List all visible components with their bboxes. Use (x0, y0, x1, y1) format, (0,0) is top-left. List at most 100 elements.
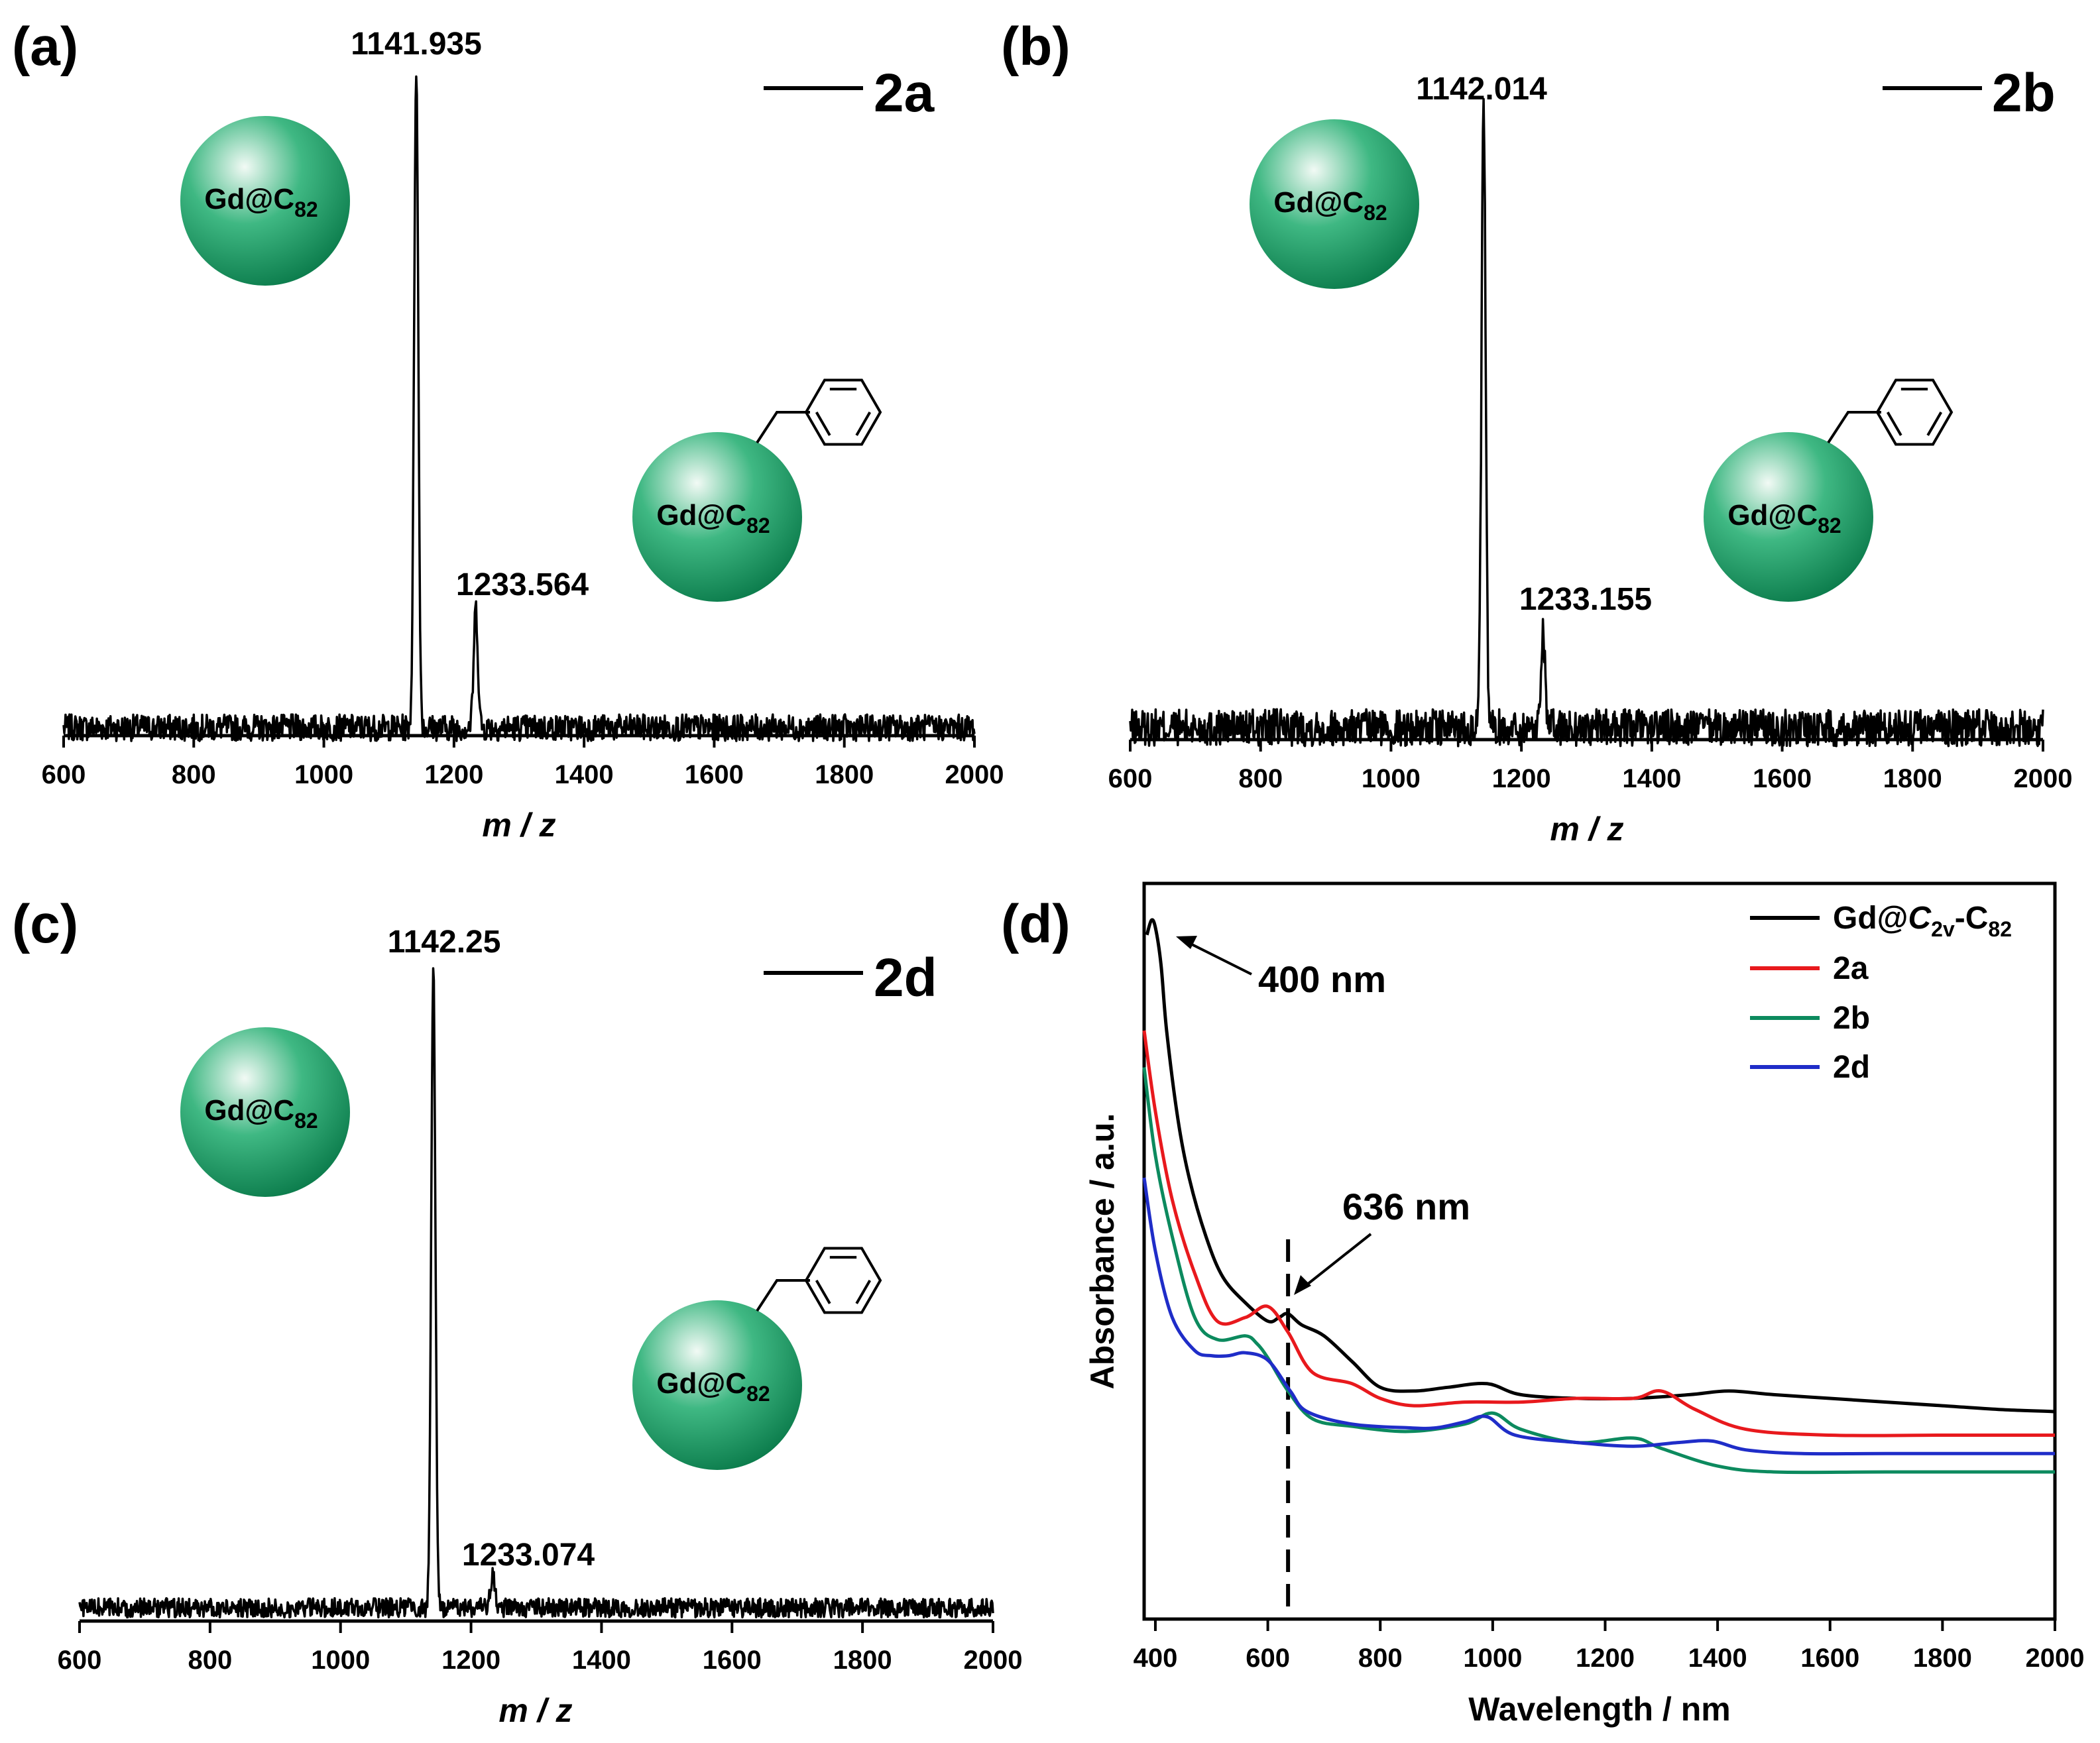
x-tick-label: 1400 (1688, 1644, 1747, 1673)
x-tick-label: 1600 (1800, 1644, 1859, 1673)
x-tick-label: 1600 (685, 760, 744, 789)
peak-label-c-1: 1142.25 (388, 925, 501, 960)
panel-d: (d) 400 600 800 1000 1200 1400 1600 1800 2000 Wa… (1001, 881, 2085, 1728)
x-tick-label: 1200 (441, 1646, 500, 1675)
x-ticks-c: 600 800 1000 1200 1400 1600 1800 2000 (58, 1621, 1023, 1675)
x-tick-label: 1800 (1913, 1644, 1972, 1673)
benzene-ring (804, 1247, 882, 1314)
x-tick-label: 1600 (703, 1646, 762, 1675)
panel-label-c: (c) (12, 894, 78, 954)
x-tick-label: 2000 (2026, 1644, 2085, 1673)
benzyl-linker (756, 411, 810, 444)
x-tick-label: 800 (172, 760, 216, 789)
legend-label-2a: 2a (1833, 951, 1869, 986)
x-tick-label: 800 (1358, 1644, 1403, 1673)
peak-label-c-2: 1233.074 (462, 1538, 595, 1573)
x-tick-label: 600 (1108, 764, 1153, 793)
x-ticks-d: 400 600 800 1000 1200 1400 1600 1800 2000 (1134, 1619, 2085, 1673)
peak-label-a-1: 1141.935 (351, 27, 482, 62)
series-2d (1142, 1177, 2055, 1456)
fullerene-label: Gd@C82 (656, 499, 770, 537)
legend-label-b: 2b (1992, 63, 2056, 123)
legend-label-c: 2d (874, 948, 937, 1008)
peak-label-a-2: 1233.564 (456, 567, 589, 602)
panel-label-a: (a) (12, 17, 78, 77)
gd-c82-benzyl-sphere-b2: Gd@C82 (1704, 378, 1954, 602)
fullerene-sphere (632, 432, 802, 602)
ms-trace-c (78, 967, 994, 1619)
x-tick-label: 600 (42, 760, 86, 789)
uv-vis-series (1142, 918, 2056, 1475)
annotation-400nm: 400 nm (1258, 958, 1386, 1000)
x-tick-label: 800 (188, 1646, 232, 1675)
annotation-arrow-400nm (1182, 938, 1252, 976)
panel-c: (c) 600 800 1000 1200 1400 1600 1800 2000 1142.… (12, 894, 1022, 1729)
x-tick-label: 1400 (555, 760, 614, 789)
panel-a: (a) 600 800 1000 1200 1400 1600 1800 2000 1141.… (12, 17, 1004, 844)
fullerene-label: Gd@C82 (1273, 186, 1387, 225)
x-tick-label: 2000 (964, 1646, 1023, 1675)
benzene-double-bond (815, 1279, 831, 1304)
benzene-double-bond (855, 1279, 872, 1304)
gd-c82-benzyl-sphere-c2: Gd@C82 (632, 1247, 882, 1470)
x-tick-label: 400 (1134, 1644, 1178, 1673)
panel-b: (b) 600 800 1000 1200 1400 1600 1800 2000 1142.… (1001, 17, 2072, 848)
y-axis-title-d: Absorbance / a.u. (1084, 1113, 1121, 1390)
x-tick-label: 800 (1238, 764, 1283, 793)
benzene-double-bond (1926, 411, 1943, 436)
x-tick-label: 1000 (311, 1646, 370, 1675)
x-tick-label: 1400 (572, 1646, 631, 1675)
gd-c82-benzyl-sphere-a2: Gd@C82 (632, 378, 882, 602)
x-axis-title-c: m / z (498, 1692, 572, 1729)
fullerene-label: Gd@C82 (1727, 499, 1841, 537)
fullerene-sphere (1704, 432, 1873, 602)
x-tick-label: 600 (1246, 1644, 1290, 1673)
peak-label-b-1: 1142.014 (1416, 72, 1547, 107)
benzene-double-bond (855, 411, 872, 436)
legend-label-a: 2a (874, 63, 935, 123)
x-axis-title-a: m / z (482, 807, 555, 844)
x-axis-title-b: m / z (1550, 811, 1623, 848)
x-ticks-b: 600 800 1000 1200 1400 1600 1800 2000 (1108, 740, 2073, 793)
fullerene-label: Gd@C82 (656, 1367, 770, 1406)
x-tick-label: 1200 (1576, 1644, 1635, 1673)
series-gd-c2v-c82 (1145, 918, 2056, 1414)
series-2b (1142, 1067, 2055, 1475)
fullerene-sphere (632, 1300, 802, 1470)
plot-frame-d (1142, 881, 2057, 1621)
peak-label-b-2: 1233.155 (1519, 582, 1652, 617)
legend-d: Gd@C2v-C82 2a 2b 2d (1750, 901, 2012, 1085)
fullerene-sphere (1250, 119, 1419, 289)
benzene-ring (1875, 378, 1954, 446)
series-2a (1142, 1030, 2055, 1437)
arrowhead-400nm (1176, 936, 1197, 949)
ms-trace-b (1129, 97, 2044, 748)
benzene-double-bond (1886, 411, 1902, 436)
x-tick-label: 2000 (2014, 764, 2073, 793)
legend-label-2b: 2b (1833, 1001, 1870, 1036)
x-tick-label: 2000 (945, 760, 1004, 789)
gd-c82-sphere-b1: Gd@C82 (1250, 119, 1419, 289)
legend-label-gd-c2v-c82: Gd@C2v-C82 (1833, 901, 2012, 941)
benzene-ring (804, 378, 882, 446)
fullerene-sphere (180, 1027, 350, 1197)
arrowhead-636nm (1294, 1275, 1311, 1295)
annotation-636nm: 636 nm (1342, 1186, 1470, 1227)
x-tick-label: 1600 (1753, 764, 1812, 793)
x-tick-label: 1000 (1463, 1644, 1522, 1673)
x-axis-title-d: Wavelength / nm (1468, 1691, 1730, 1728)
x-tick-label: 1200 (424, 760, 483, 789)
x-tick-label: 600 (58, 1646, 102, 1675)
gd-c82-sphere-c1: Gd@C82 (180, 1027, 350, 1197)
benzyl-linker (1827, 411, 1881, 444)
benzyl-linker (756, 1279, 810, 1312)
gd-c82-sphere-a1: Gd@C82 (180, 116, 350, 286)
fullerene-label: Gd@C82 (204, 1094, 318, 1133)
x-tick-label: 1000 (294, 760, 353, 789)
fullerene-sphere (180, 116, 350, 286)
fullerene-label: Gd@C82 (204, 183, 318, 221)
x-tick-label: 1800 (1883, 764, 1942, 793)
x-ticks-a: 600 800 1000 1200 1400 1600 1800 2000 (42, 736, 1004, 789)
x-tick-label: 1800 (815, 760, 874, 789)
x-tick-label: 1400 (1622, 764, 1681, 793)
